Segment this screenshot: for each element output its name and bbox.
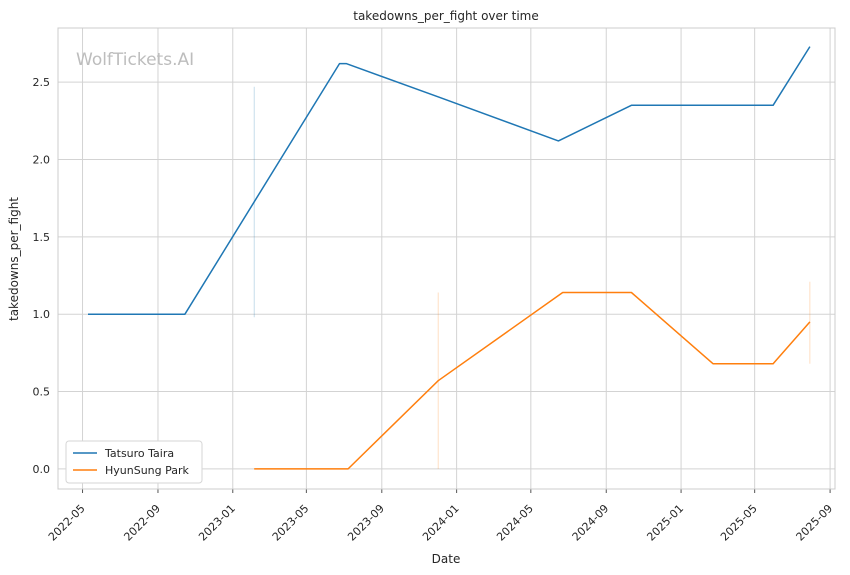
x-tick-label: 2025-05	[718, 502, 760, 544]
y-tick-label: 0.0	[33, 463, 51, 476]
legend-label-tatsuro-taira: Tatsuro Taira	[104, 447, 174, 460]
y-tick-label: 1.5	[33, 231, 51, 244]
watermark: WolfTickets.AI	[76, 50, 194, 70]
x-tick-label: 2022-09	[121, 502, 163, 544]
x-tick-label: 2024-01	[420, 502, 462, 544]
x-tick-label: 2023-05	[270, 502, 312, 544]
y-axis-label: takedowns_per_fight	[7, 197, 21, 321]
series-line-0	[88, 46, 811, 315]
y-tick-label: 2.5	[33, 76, 51, 89]
x-axis-label: Date	[432, 552, 461, 566]
y-tick-label: 1.0	[33, 308, 51, 321]
legend-label-hyunsung-park: HyunSung Park	[105, 464, 190, 477]
legend: Tatsuro Taira HyunSung Park	[65, 440, 203, 484]
plot-frame	[57, 27, 836, 490]
chart-title: takedowns_per_fight over time	[353, 9, 539, 23]
x-tick-label: 2025-09	[794, 502, 836, 544]
y-tick-label: 0.5	[33, 386, 51, 399]
x-tick-labels: 2022-05 2022-09 2023-01 2023-05 2023-09 2024-…	[46, 502, 835, 544]
x-tick-label: 2024-05	[494, 502, 536, 544]
grid-lines	[58, 28, 835, 493]
legend-box	[65, 440, 203, 484]
y-tick-label: 2.0	[33, 153, 51, 166]
error-bars	[253, 86, 811, 469]
series-line-1	[254, 291, 811, 470]
x-tick-label: 2022-05	[46, 502, 88, 544]
x-tick-label: 2025-01	[644, 502, 686, 544]
x-tick-label: 2023-01	[196, 502, 238, 544]
x-tick-label: 2024-09	[570, 502, 612, 544]
y-tick-labels: 0.0 0.5 1.0 1.5 2.0 2.5	[33, 76, 51, 476]
series-lines	[88, 46, 811, 470]
x-tick-label: 2023-09	[345, 502, 387, 544]
